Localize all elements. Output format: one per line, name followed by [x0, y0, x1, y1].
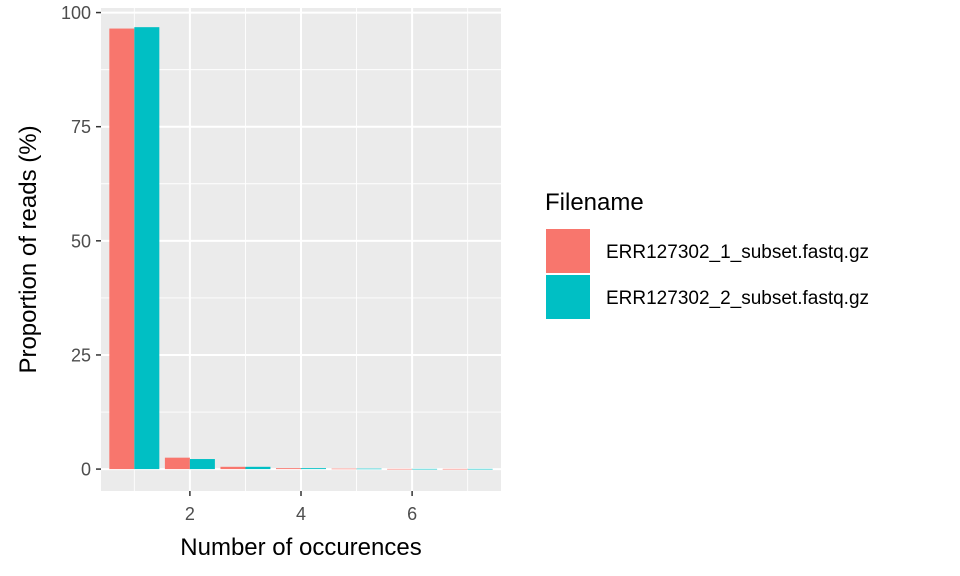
y-tick-label: 75 — [71, 117, 91, 137]
x-tick-label: 6 — [407, 504, 417, 524]
bar-series1-x5 — [331, 468, 357, 470]
bar-series1-x1 — [109, 28, 135, 470]
x-axis: 2 4 6 — [185, 491, 417, 524]
y-axis: 0 25 50 75 100 — [61, 3, 101, 480]
legend-key-series2 — [544, 273, 592, 321]
bar-series1-x4 — [276, 468, 301, 470]
bar-series2-x7 — [467, 468, 493, 470]
x-tick-label: 2 — [185, 504, 195, 524]
bar-series2-x6 — [412, 468, 438, 470]
legend-label-series2: ERR127302_2_subset.fastq.gz — [606, 288, 869, 309]
bar-series2-x3 — [245, 466, 271, 470]
bar-series2-x4 — [301, 468, 326, 470]
bars — [109, 27, 493, 470]
y-tick-label: 25 — [71, 345, 91, 365]
legend-key-series1 — [544, 227, 592, 275]
bar-series1-x2 — [164, 457, 190, 470]
bar-series1-x7 — [442, 468, 468, 470]
bar-series2-x1 — [134, 27, 160, 470]
legend: Filename ERR127302_1_subset.fastq.gz ERR1… — [544, 189, 869, 321]
y-tick-label: 0 — [81, 460, 91, 480]
x-axis-title: Number of occurences — [180, 534, 421, 561]
bar-series2-x5 — [356, 468, 382, 470]
bar-series1-x6 — [387, 468, 413, 470]
y-axis-title: Proportion of reads (%) — [15, 125, 42, 373]
x-tick-label: 4 — [296, 504, 306, 524]
bar-series1-x3 — [220, 466, 246, 470]
y-tick-label: 50 — [71, 231, 91, 251]
legend-label-series1: ERR127302_1_subset.fastq.gz — [606, 242, 869, 263]
legend-title: Filename — [545, 189, 644, 216]
y-tick-label: 100 — [61, 3, 91, 23]
bar-series2-x2 — [189, 459, 215, 470]
